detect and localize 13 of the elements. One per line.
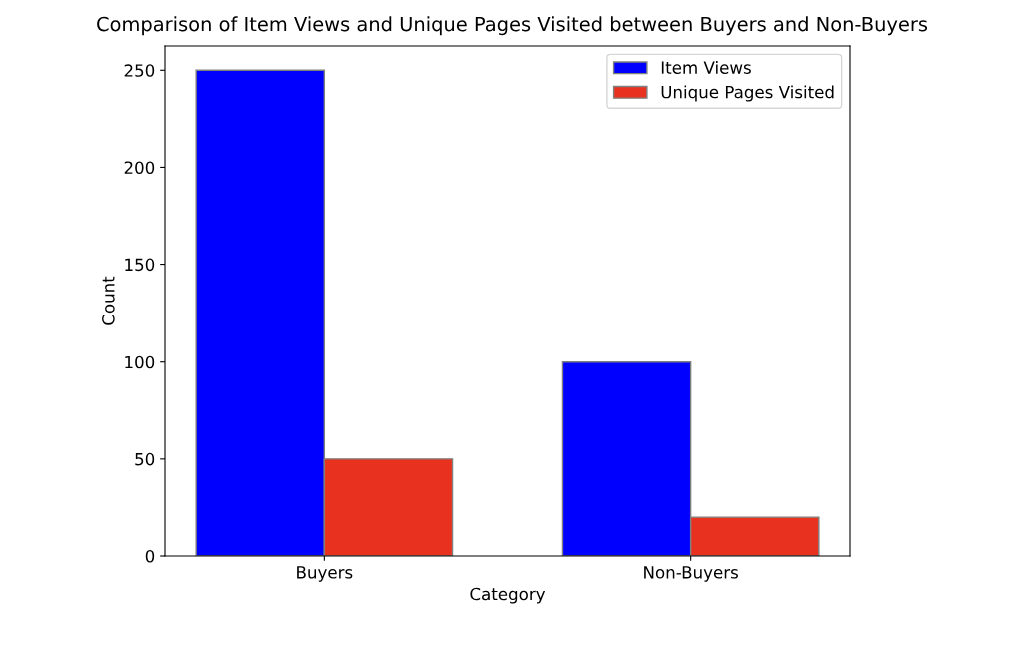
chart-title: Comparison of Item Views and Unique Pages Visited between Buyers and Non-Buyers — [97, 16, 928, 36]
y-tick-label: 50 — [135, 452, 155, 466]
y-tick-label: 200 — [124, 161, 155, 174]
x-tick-label: Non-Buyers — [644, 566, 738, 582]
x-tick-label: Buyers — [297, 566, 353, 582]
legend-label: Unique Pages Visited — [661, 85, 834, 102]
legend-label: Item Views — [661, 61, 751, 74]
x-axis-title: Category — [470, 587, 546, 604]
y-tick-label: 0 — [145, 549, 155, 563]
y-axis-title: Count — [102, 276, 115, 325]
y-tick-label: 150 — [125, 258, 155, 272]
y-tick-label: 250 — [124, 64, 155, 77]
y-tick-label: 100 — [125, 355, 155, 369]
